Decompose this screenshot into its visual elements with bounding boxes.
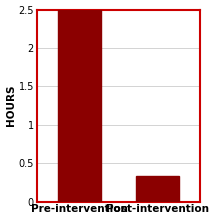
Y-axis label: HOURS: HOURS	[6, 85, 16, 126]
Bar	[136, 176, 179, 202]
Bar	[58, 9, 101, 202]
